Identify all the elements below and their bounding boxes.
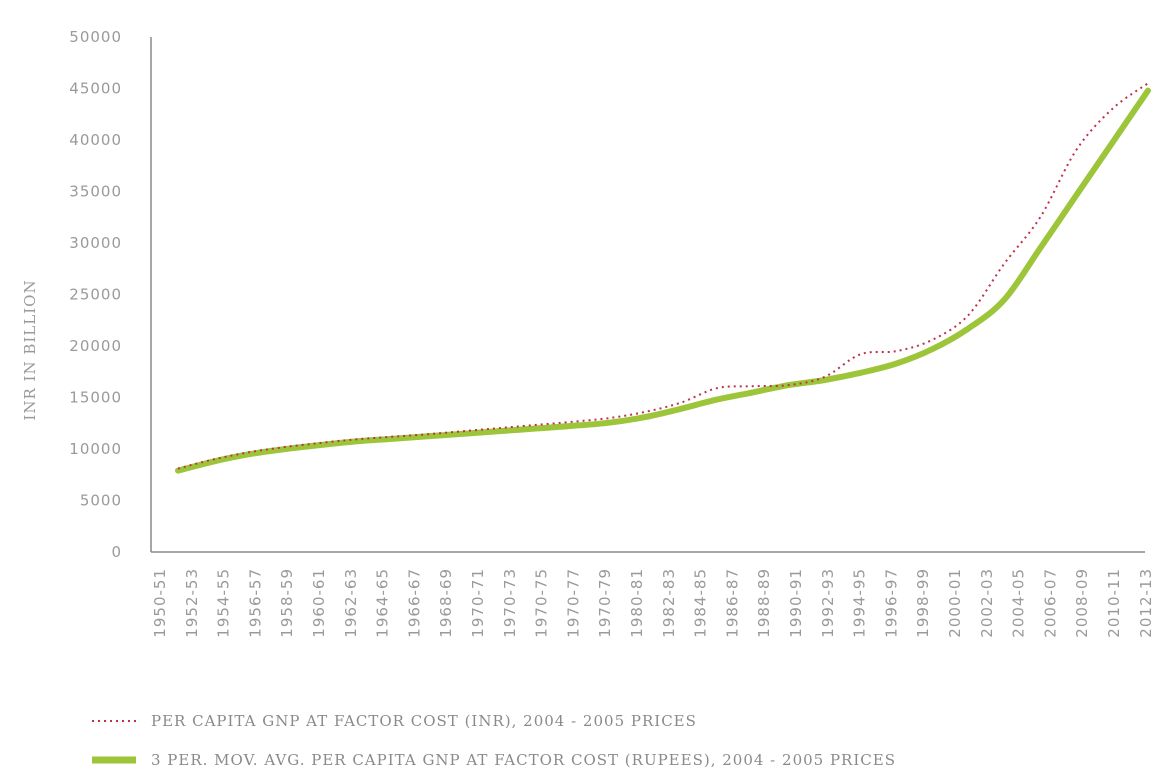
x-tick-label: 1952-53 (183, 568, 201, 638)
x-tick-label: 1970-79 (596, 568, 614, 638)
x-tick-label: 2012-13 (1137, 568, 1153, 638)
x-tick-label: 1964-65 (374, 568, 392, 638)
x-tick-label: 2004-05 (1010, 568, 1028, 638)
y-tick-label: 50000 (69, 28, 122, 46)
y-tick-label: 15000 (69, 389, 122, 407)
y-tick-label: 0 (111, 543, 122, 561)
series-line-per-capita-gnp (177, 82, 1149, 470)
y-tick-label: 40000 (69, 131, 122, 149)
legend-label-per-capita-gnp: PER CAPITA GNP AT FACTOR COST (INR), 200… (151, 712, 697, 730)
y-tick-label: 45000 (69, 80, 122, 98)
x-tick-label: 1980-81 (628, 568, 646, 638)
x-tick-label: 1962-63 (342, 568, 360, 638)
x-tick-label: 2010-11 (1105, 568, 1123, 638)
x-tick-label: 1990-91 (787, 568, 805, 638)
y-tick-label: 25000 (69, 286, 122, 304)
x-tick-label: 1950-51 (151, 568, 169, 638)
y-axis-label: INR IN BILLION (21, 279, 39, 420)
x-tick-label: 2008-09 (1073, 568, 1091, 638)
x-tick-label: 1968-69 (437, 568, 455, 638)
x-tick-label: 2006-07 (1041, 568, 1059, 638)
x-tick-label: 1958-59 (278, 568, 296, 638)
x-tick-label: 1956-57 (246, 568, 264, 638)
y-tick-label: 20000 (69, 337, 122, 355)
x-tick-label: 1988-89 (755, 568, 773, 638)
x-tick-label: 1986-87 (723, 568, 741, 638)
legend-label-moving-average: 3 PER. MOV. AVG. PER CAPITA GNP AT FACTO… (151, 751, 896, 769)
x-tick-label: 1994-95 (851, 568, 869, 638)
x-tick-label: 2002-03 (978, 568, 996, 638)
x-tick-label: 1970-75 (533, 568, 551, 638)
x-tick-label: 1954-55 (215, 568, 233, 638)
x-tick-label: 1984-85 (692, 568, 710, 638)
y-tick-label: 5000 (80, 492, 122, 510)
x-tick-label: 1970-73 (501, 568, 519, 638)
x-tick-label: 1992-93 (819, 568, 837, 638)
x-tick-label: 1970-77 (564, 568, 582, 638)
x-tick-label: 1966-67 (405, 568, 423, 638)
x-tick-label: 1982-83 (660, 568, 678, 638)
x-tick-label: 2000-01 (946, 568, 964, 638)
y-tick-label: 35000 (69, 183, 122, 201)
x-tick-label: 1998-99 (914, 568, 932, 638)
x-tick-label: 1970-71 (469, 568, 487, 638)
x-tick-label: 1960-61 (310, 568, 328, 638)
series-line-moving-average (175, 87, 1151, 474)
x-tick-label: 1996-97 (882, 568, 900, 638)
y-tick-label: 30000 (69, 234, 122, 252)
y-tick-label: 10000 (69, 440, 122, 458)
